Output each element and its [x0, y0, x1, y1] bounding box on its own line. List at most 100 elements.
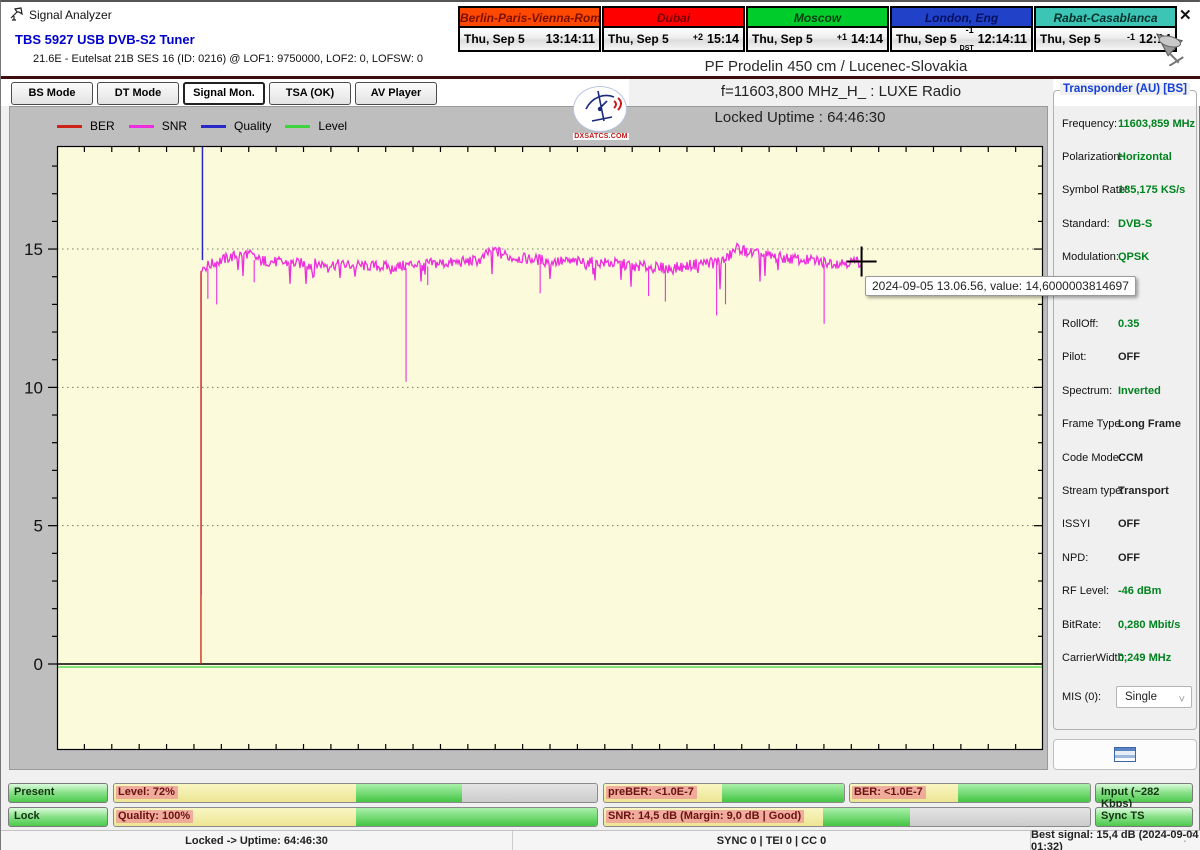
input-rate-indicator: Input (~282 Kbps) [1095, 783, 1193, 810]
bar-segment-green [355, 808, 597, 826]
legend-swatch [57, 124, 82, 128]
snr-bar: SNR: 14,5 dB (Margin: 9,0 dB | Good) [603, 807, 1091, 827]
legend-label: BER [90, 119, 115, 133]
transponder-row-value: Transport [1118, 484, 1169, 497]
clock-time: 15:14 [707, 32, 739, 46]
mis-dropdown[interactable]: Single ˅ [1116, 686, 1192, 708]
tab-dt-mode[interactable]: DT Mode [97, 82, 179, 105]
transponder-row-label: Stream type: [1062, 484, 1125, 497]
clock-date: Thu, Sep 5 [608, 32, 669, 46]
transponder-row-label: Standard: [1062, 217, 1110, 230]
transponder-panel-title: Transponder (AU) [BS] [1060, 83, 1190, 95]
clock-city-label: Rabat-Casablanca [1036, 8, 1175, 28]
status-best-signal: Best signal: 15,4 dB (2024-09-04 01:32) [1031, 829, 1199, 850]
bar-label: BER: <1.0E-7 [852, 786, 926, 799]
clock-date: Thu, Sep 5 [1040, 32, 1101, 46]
lock-indicator: Lock [8, 807, 108, 827]
level-bar: Level: 72% [113, 783, 598, 803]
transponder-row: Stream type: Transport [1054, 474, 1196, 507]
status-bar: Locked -> Uptime: 64:46:30 SYNC 0 | TEI … [1, 829, 1200, 850]
mode-tabs: BS Mode DT Mode Signal Mon. TSA (OK) AV Play… [11, 82, 437, 105]
clock-moscow: Moscow Thu, Sep 5 +1 14:14 [746, 6, 889, 52]
legend-swatch [128, 124, 154, 128]
transponder-row-label: Frame Type: [1062, 418, 1124, 431]
chart-tooltip: 2024-09-05 13.06.56, value: 14,600000381… [865, 276, 1136, 296]
close-icon[interactable]: ✕ [1179, 7, 1192, 24]
tab-av-player[interactable]: AV Player [355, 82, 437, 105]
app-icon [9, 6, 26, 28]
transponder-row-label: Code Mode: [1062, 451, 1122, 464]
svg-text:10: 10 [24, 378, 43, 397]
transponder-list-button[interactable] [1053, 739, 1197, 770]
transponder-row: CarrierWidth: 0,249 MHz [1054, 641, 1196, 674]
svg-text:5: 5 [34, 517, 43, 536]
chevron-down-icon: ˅ [1178, 694, 1185, 706]
signal-chart-panel: Locked Uptime : 64:46:30 BER SNR Quality Le… [9, 106, 1136, 770]
transponder-row-label: Spectrum: [1062, 384, 1113, 397]
transponder-row-value: QPSK [1118, 251, 1150, 264]
transponder-row-value: Long Frame [1118, 418, 1181, 431]
clock-city-label: Berlin-Paris-Vienna-Roma [460, 8, 599, 28]
transponder-row: RF Level: -46 dBm [1054, 574, 1196, 607]
clock-city-label: Moscow [748, 8, 887, 28]
list-icon [1114, 747, 1136, 762]
bar-segment-green [958, 784, 1090, 802]
snr-chart-plot[interactable]: 0 5 10 15 [10, 141, 1049, 761]
transponder-row: Symbol Rate: 185,175 KS/s [1054, 174, 1196, 207]
tab-tsa-ok-[interactable]: TSA (OK) [269, 82, 351, 105]
transponder-row: Frame Type: Long Frame [1054, 408, 1196, 441]
transponder-row-label: NPD: [1062, 551, 1089, 564]
clock-time-row: Thu, Sep 5 -1 12:14 [1036, 28, 1175, 50]
clock-rabat-casablanca: Rabat-Casablanca Thu, Sep 5 -1 12:14 [1034, 6, 1177, 52]
dxsatcs-logo-image [573, 86, 627, 132]
clock-dubai: Dubai Thu, Sep 5 +2 15:14 [602, 6, 745, 52]
transponder-row: Polarization: Horizontal [1054, 140, 1196, 173]
legend-item-level: Level [285, 119, 347, 133]
transponder-row: Frequency: 11603,859 MHz [1054, 107, 1196, 140]
transponder-row-value: 0,249 MHz [1118, 651, 1172, 664]
bar-label: Quality: 100% [116, 810, 194, 823]
bar-segment-green [822, 808, 911, 826]
legend-swatch [285, 124, 311, 128]
transponder-row-value: Inverted [1118, 384, 1161, 397]
transponder-row-value: 0,280 Mbit/s [1118, 618, 1181, 631]
tab-bs-mode[interactable]: BS Mode [11, 82, 93, 105]
legend-label: SNR [161, 119, 188, 133]
clock-time: 12:14:11 [977, 32, 1027, 46]
bar-label: Level: 72% [116, 786, 178, 799]
present-indicator: Present [8, 783, 108, 803]
tab-signal-mon-[interactable]: Signal Mon. [183, 82, 265, 105]
dish-location-title: PF Prodelin 450 cm / Lucenec-Slovakia [704, 58, 968, 75]
clock-time-row: Thu, Sep 5 -1 DST 12:14:11 [892, 25, 1031, 52]
transponder-row: Code Mode: CCM [1054, 441, 1196, 474]
status-sync-counters: SYNC 0 | TEI 0 | CC 0 [513, 831, 1031, 850]
mis-label: MIS (0): [1062, 691, 1102, 703]
clock-utc-offset: +1 [836, 32, 848, 42]
world-clocks: Berlin-Paris-Vienna-Roma Thu, Sep 5 13:1… [458, 6, 1178, 52]
clock-utc-offset: -1 [965, 25, 974, 35]
clock-time: 14:14 [851, 32, 883, 46]
bar-label: SNR: 14,5 dB (Margin: 9,0 dB | Good) [606, 810, 805, 823]
dxsatcs-logo: DXSATCS.COM [573, 86, 629, 140]
chart-legend: BER SNR Quality Level [57, 119, 347, 133]
transponder-row-label: RF Level: [1062, 585, 1110, 598]
ber-bar: BER: <1.0E-7 [849, 783, 1091, 803]
tuner-details: 21.6E - Eutelsat 21B SES 16 (ID: 0216) @… [33, 53, 424, 65]
clock-time-row: Thu, Sep 5 +1 14:14 [748, 28, 887, 50]
transponder-row-value: 185,175 KS/s [1118, 184, 1186, 197]
clock-utc-offset: +2 [692, 32, 704, 42]
resize-grip[interactable]: ⋰ [1183, 830, 1196, 844]
transponder-row-value: DVB-S [1118, 217, 1153, 230]
preber-bar: preBER: <1.0E-7 [603, 783, 845, 803]
dxsatcs-logo-caption: DXSATCS.COM [573, 133, 629, 140]
transponder-row: Pilot: OFF [1054, 341, 1196, 374]
clock-date: Thu, Sep 5 [896, 32, 957, 46]
sync-ts-indicator: Sync TS [1095, 807, 1193, 827]
transponder-row-value: -46 dBm [1118, 585, 1162, 598]
transponder-panel: Transponder (AU) [BS] Frequency: 11603,8… [1053, 83, 1197, 730]
legend-item-ber: BER [57, 119, 115, 133]
clock-dst-label: DST [959, 45, 974, 52]
transponder-row: Standard: DVB-S [1054, 207, 1196, 240]
clock-city-label: London, Eng [892, 8, 1031, 28]
legend-swatch [201, 124, 227, 128]
